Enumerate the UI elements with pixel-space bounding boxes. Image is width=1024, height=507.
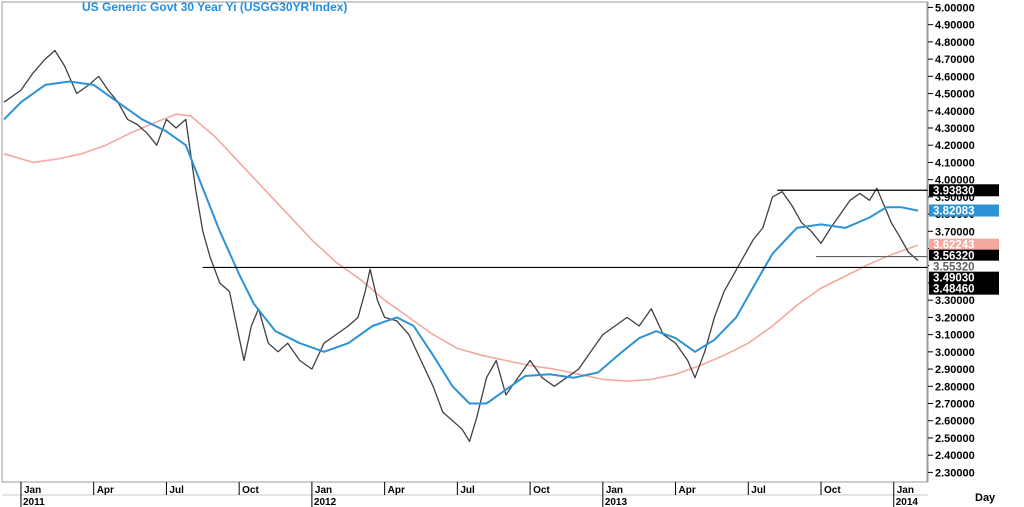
value-label-box bbox=[929, 282, 999, 295]
x-tick-label: Oct bbox=[533, 485, 550, 496]
value-label-box bbox=[929, 271, 999, 284]
series-price bbox=[3, 49, 919, 443]
x-tick-label: Oct bbox=[824, 485, 841, 496]
value-label-text: 3.48460 bbox=[933, 284, 975, 296]
y-tick-label: 2.30000 bbox=[935, 467, 975, 479]
x-tick-label: Apr bbox=[97, 485, 114, 496]
y-tick-label: 4.10000 bbox=[935, 157, 975, 169]
x-tick-label: Jan bbox=[897, 485, 914, 496]
value-label-box bbox=[929, 249, 999, 262]
y-tick-label: 4.60000 bbox=[935, 71, 975, 83]
y-tick-label: 2.40000 bbox=[935, 450, 975, 462]
value-label-text: 3.82083 bbox=[933, 205, 975, 217]
value-label-text: 3.93830 bbox=[933, 185, 975, 197]
x-tick-label: Oct bbox=[242, 485, 259, 496]
x-tick-label: Jan bbox=[315, 485, 332, 496]
x-year-label: 2011 bbox=[23, 497, 45, 507]
y-tick-label: 3.20000 bbox=[935, 312, 975, 324]
x-tick-label: Jul bbox=[460, 485, 475, 496]
y-tick-label: 4.70000 bbox=[935, 54, 975, 66]
reference-lines bbox=[202, 189, 928, 269]
y-tick-label: 2.60000 bbox=[935, 416, 975, 428]
y-tick-label: 4.00000 bbox=[935, 175, 975, 187]
y-tick-label: 4.30000 bbox=[935, 123, 975, 135]
x-tick-label: Jan bbox=[606, 485, 623, 496]
y-tick-label: 2.70000 bbox=[935, 399, 975, 411]
y-tick-label: 4.20000 bbox=[935, 140, 975, 152]
value-label-box bbox=[929, 260, 999, 273]
y-tick-label: 3.10000 bbox=[935, 330, 975, 342]
y-tick-label: 4.80000 bbox=[935, 37, 975, 49]
x-year-label: 2012 bbox=[314, 497, 337, 507]
y-tick-label: 5.00000 bbox=[935, 2, 975, 14]
x-year-label: 2013 bbox=[605, 497, 628, 507]
series-moving-average-long bbox=[3, 113, 919, 382]
x-tick-label: Jul bbox=[751, 485, 766, 496]
x-unit-label: Day bbox=[975, 492, 996, 504]
value-label-text: 3.62243 bbox=[933, 240, 975, 252]
x-year-label: 2014 bbox=[896, 497, 919, 507]
series-layer bbox=[3, 49, 919, 443]
series-moving-average-short bbox=[3, 80, 919, 405]
y-tick-label: 3.00000 bbox=[935, 347, 975, 359]
y-tick-label: 4.50000 bbox=[935, 89, 975, 101]
y-tick-label: 2.80000 bbox=[935, 381, 975, 393]
value-label-text: 3.49030 bbox=[933, 273, 975, 285]
value-labels: 3.93830 3.82083 3.622433.563203.553203.490… bbox=[929, 184, 999, 296]
chart-title: US Generic Govt 30 Year Yi (USGG30YR'Ind… bbox=[82, 0, 347, 14]
y-tick-label: 4.40000 bbox=[935, 106, 975, 118]
y-tick-label: 2.50000 bbox=[935, 433, 975, 445]
x-tick-label: Jan bbox=[24, 485, 41, 496]
value-label-text: 3.55320 bbox=[933, 262, 975, 274]
y-tick-label: 2.90000 bbox=[935, 364, 975, 376]
y-tick-label: 4.90000 bbox=[935, 20, 975, 32]
value-label-box bbox=[929, 204, 999, 217]
value-label-box bbox=[929, 184, 999, 197]
y-tick-label: 3.30000 bbox=[935, 295, 975, 307]
x-tick-label: Jul bbox=[169, 485, 184, 496]
x-tick-label: Apr bbox=[388, 485, 405, 496]
value-label-text: 3.56320 bbox=[933, 251, 975, 263]
value-label-box bbox=[929, 238, 999, 251]
y-tick-label: 3.70000 bbox=[935, 226, 975, 238]
x-tick-label: Apr bbox=[679, 485, 696, 496]
